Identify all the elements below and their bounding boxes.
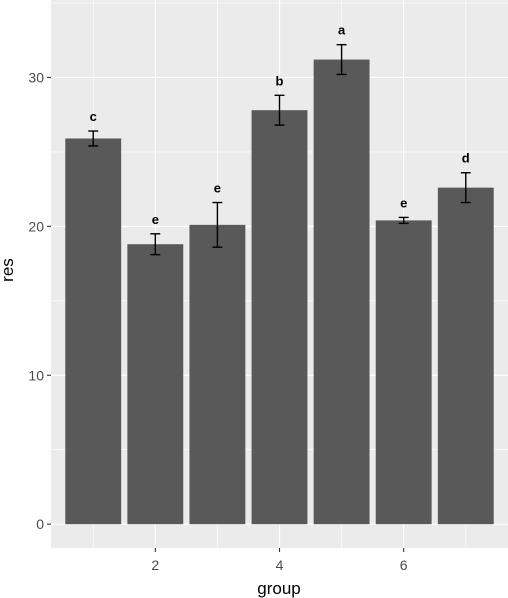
watermark-text: 知乎 @飘雨	[426, 569, 495, 585]
bar	[313, 59, 370, 525]
y-axis: 0 10 20 30	[28, 69, 51, 532]
bar	[375, 220, 432, 525]
y-tick-label: 20	[28, 218, 44, 234]
bar	[127, 244, 184, 525]
significance-label: e	[214, 181, 221, 196]
error-bar	[398, 216, 409, 225]
error-bar	[150, 233, 161, 256]
bar	[189, 224, 246, 525]
x-axis-title: group	[257, 579, 300, 598]
bar	[65, 138, 122, 525]
y-tick-label: 30	[28, 69, 44, 85]
x-tick-label: 2	[151, 557, 159, 573]
y-tick-label: 0	[36, 516, 44, 532]
y-axis-title: res	[0, 258, 17, 282]
significance-labels-group: c e e b a e d	[90, 23, 470, 227]
error-bar	[460, 172, 471, 204]
significance-label: b	[276, 73, 284, 88]
error-bar	[212, 201, 223, 248]
bar	[251, 110, 308, 525]
significance-label: e	[152, 212, 159, 227]
x-axis: 2 4 6	[151, 548, 408, 573]
error-bar	[336, 43, 347, 76]
error-bar	[88, 130, 99, 147]
bars-group	[65, 59, 494, 525]
significance-label: e	[400, 195, 407, 210]
x-tick-label: 6	[400, 557, 408, 573]
error-bar	[274, 94, 285, 126]
x-tick-label: 4	[276, 557, 284, 573]
error-bars-group	[88, 43, 471, 256]
bar	[437, 187, 494, 525]
significance-label: d	[462, 151, 470, 166]
significance-label: a	[338, 23, 346, 38]
significance-label: c	[90, 109, 97, 124]
y-tick-label: 10	[28, 367, 44, 383]
